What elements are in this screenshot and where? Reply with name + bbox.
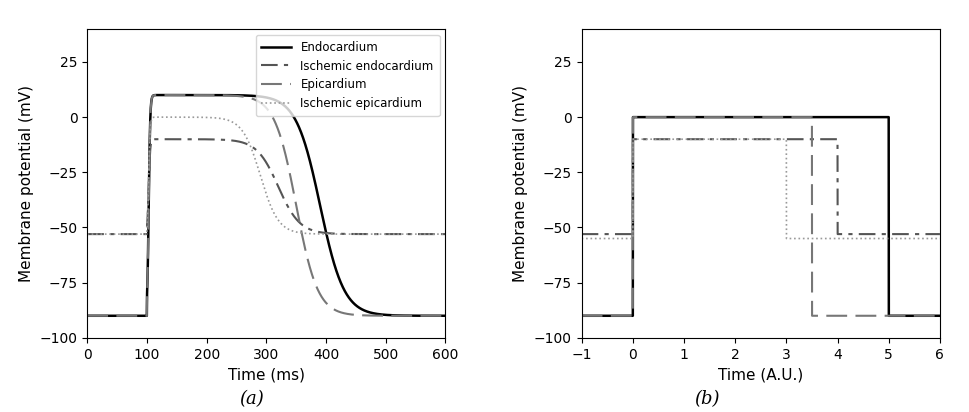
Ischemic endocardium: [219, 137, 231, 142]
Ischemic epicardium: [219, 117, 231, 122]
Line: Epicardium: Epicardium: [87, 95, 446, 316]
X-axis label: Time (A.U.): Time (A.U.): [718, 367, 803, 382]
Endocardium: [81, 313, 93, 318]
Epicardium: [122, 313, 134, 318]
Legend: Endocardium, Ischemic endocardium, Epicardium, Ischemic epicardium: Endocardium, Ischemic endocardium, Epica…: [256, 35, 440, 116]
Epicardium: [234, 94, 246, 99]
Endocardium: [440, 313, 452, 318]
Ischemic epicardium: [394, 232, 406, 236]
Ischemic endocardium: [81, 232, 93, 236]
Ischemic epicardium: [153, 115, 165, 119]
Text: (b): (b): [695, 390, 720, 408]
Endocardium: [219, 93, 231, 98]
Y-axis label: Membrane potential (mV): Membrane potential (mV): [19, 85, 34, 282]
Endocardium: [143, 160, 155, 165]
Ischemic epicardium: [143, 150, 155, 155]
Ischemic endocardium: [143, 166, 155, 171]
Line: Ischemic endocardium: Ischemic endocardium: [87, 139, 446, 234]
Endocardium: [394, 313, 406, 318]
Epicardium: [440, 313, 452, 318]
Ischemic epicardium: [122, 232, 134, 236]
Ischemic epicardium: [440, 232, 452, 236]
Endocardium: [122, 313, 134, 318]
Line: Ischemic epicardium: Ischemic epicardium: [87, 117, 446, 234]
Epicardium: [81, 313, 93, 318]
Ischemic endocardium: [122, 232, 134, 236]
X-axis label: Time (ms): Time (ms): [228, 367, 305, 382]
Endocardium: [155, 93, 167, 98]
Epicardium: [154, 93, 166, 98]
Ischemic endocardium: [433, 232, 445, 236]
Y-axis label: Membrane potential (mV): Membrane potential (mV): [514, 85, 528, 282]
Epicardium: [143, 160, 155, 165]
Line: Endocardium: Endocardium: [87, 95, 446, 316]
Ischemic endocardium: [394, 232, 406, 236]
Ischemic endocardium: [234, 139, 246, 144]
Epicardium: [219, 93, 231, 98]
Ischemic endocardium: [153, 137, 165, 142]
Epicardium: [394, 313, 406, 318]
Epicardium: [433, 313, 445, 318]
Ischemic epicardium: [234, 126, 246, 131]
Ischemic epicardium: [81, 232, 93, 236]
Endocardium: [433, 313, 445, 318]
Ischemic endocardium: [440, 232, 452, 236]
Ischemic epicardium: [433, 232, 445, 236]
Endocardium: [234, 93, 246, 98]
Text: (a): (a): [239, 390, 265, 408]
